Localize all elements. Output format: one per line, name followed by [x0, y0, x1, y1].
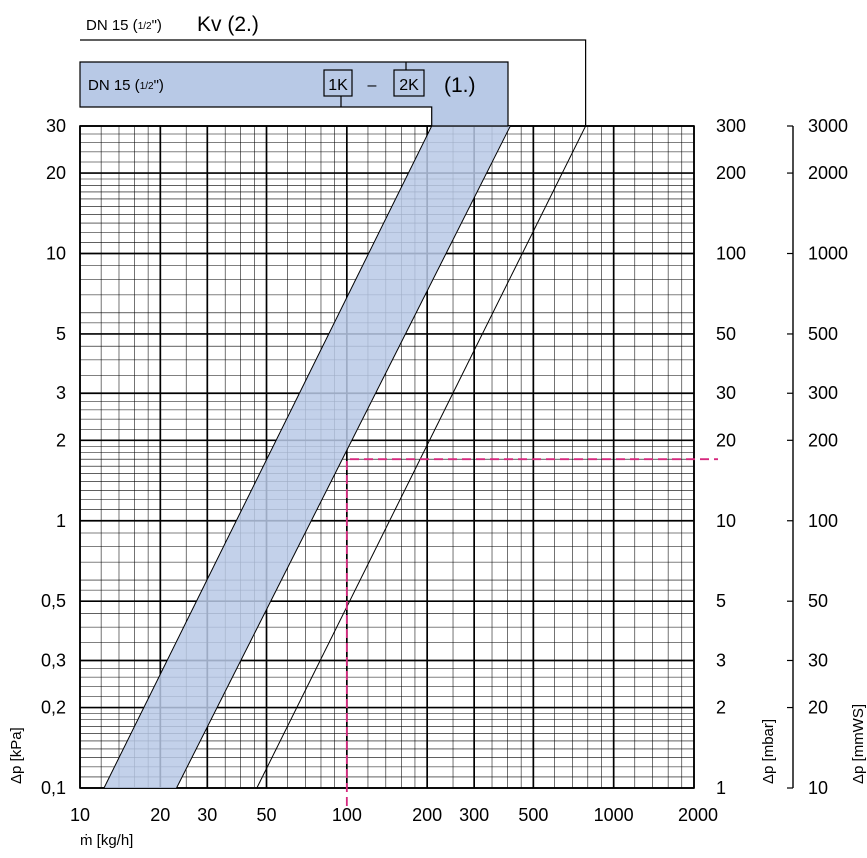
x-tick-label: 200: [412, 805, 442, 825]
band-fill: [103, 126, 511, 788]
plot-frame: [79, 125, 695, 789]
labels: 0,1 0,2 0,3 0,5 1 2 3 5 10 20 30 10 20 30 50 100 200 300 5…: [8, 13, 867, 849]
y-tick-label-kpa: 0,3: [41, 650, 66, 670]
reading-example: [345, 458, 718, 806]
box-1k: [323, 69, 353, 97]
y-tick-label-mmws: 50: [808, 591, 828, 611]
y-tick-label-mbar: 50: [716, 324, 736, 344]
band-dn-label: DN 15 (1/2"): [88, 77, 164, 94]
y-tick-label-kpa: 5: [56, 324, 66, 344]
y-tick-label-mmws: 300: [808, 383, 838, 403]
x-tick-label: 300: [459, 805, 489, 825]
y-tick-label-mbar: 20: [716, 430, 736, 450]
y-axis-title-kpa: Δp [kPa]: [8, 727, 25, 784]
y-tick-label-mmws: 100: [808, 511, 838, 531]
y-tick-label-mmws: 3000: [808, 116, 848, 136]
box-2k: [393, 69, 425, 97]
x-tick-label: 500: [518, 805, 548, 825]
y-tick-label-mbar: 100: [716, 244, 746, 264]
band-dn-suffix: "): [154, 77, 164, 94]
x-tick-label: 50: [256, 805, 276, 825]
label-2k: 2K: [399, 77, 419, 94]
y-tick-label-mbar: 300: [716, 116, 746, 136]
y-tick-label-mmws: 10: [808, 778, 828, 798]
y-tick-label-kpa: 0,2: [41, 698, 66, 718]
y-tick-label-kpa: 1: [56, 511, 66, 531]
x-tick-label: 20: [150, 805, 170, 825]
y-tick-label-mmws: 20: [808, 698, 828, 718]
reading-dashed-line: [345, 458, 718, 806]
label-dash: –: [368, 77, 377, 94]
y-tick-label-mbar: 30: [716, 383, 736, 403]
y-tick-label-kpa: 10: [46, 244, 66, 264]
kv-bracket: [80, 39, 587, 126]
y-tick-label-kpa: 0,5: [41, 591, 66, 611]
series-lines: [103, 125, 587, 789]
band-label-box: [79, 61, 509, 127]
y-tick-label-mbar: 1: [716, 778, 726, 798]
y-tick-label-mbar: 2: [716, 698, 726, 718]
band-number-label: (1.): [444, 74, 476, 97]
x-axis-title: ṁ [kg/h]: [80, 832, 133, 849]
x-tick-label: 100: [332, 805, 362, 825]
kv-dn-fraction: 1/2: [138, 21, 152, 32]
y-tick-label-mmws: 2000: [808, 163, 848, 183]
series-line-1: [103, 125, 433, 789]
x-tick-label: 10: [70, 805, 90, 825]
y-tick-label-mmws: 500: [808, 324, 838, 344]
band-dn-fraction: 1/2: [140, 81, 154, 92]
y-tick-label-kpa: 3: [56, 383, 66, 403]
x-tick-label: 1000: [594, 805, 634, 825]
y-tick-label-mmws: 200: [808, 430, 838, 450]
band-1: [103, 126, 511, 788]
y-axis-title-mmws: Δp [mmWS]: [850, 704, 867, 784]
y-tick-label-kpa: 2: [56, 430, 66, 450]
y-tick-label-kpa: 20: [46, 163, 66, 183]
y-tick-label-kpa: 30: [46, 116, 66, 136]
label-1k: 1K: [328, 77, 348, 94]
kv-dn-suffix: "): [152, 17, 162, 34]
x-tick-label: 30: [197, 805, 217, 825]
y-tick-label-mbar: 200: [716, 163, 746, 183]
y-tick-label-mbar: 10: [716, 511, 736, 531]
y-tick-label-mbar: 5: [716, 591, 726, 611]
y-tick-label-mbar: 3: [716, 650, 726, 670]
series-line-2: [176, 125, 511, 789]
kv-label: Kv (2.): [197, 13, 259, 36]
y-axis-title-mbar: Δp [mbar]: [760, 719, 777, 784]
series-line-3: [256, 125, 587, 789]
kv-dn-label: DN 15 (1/2"): [86, 17, 162, 34]
x-tick-label: 2000: [678, 805, 718, 825]
y-tick-label-kpa: 0,1: [41, 778, 66, 798]
y-tick-label-mmws: 1000: [808, 244, 848, 264]
y-tick-label-mmws: 30: [808, 650, 828, 670]
